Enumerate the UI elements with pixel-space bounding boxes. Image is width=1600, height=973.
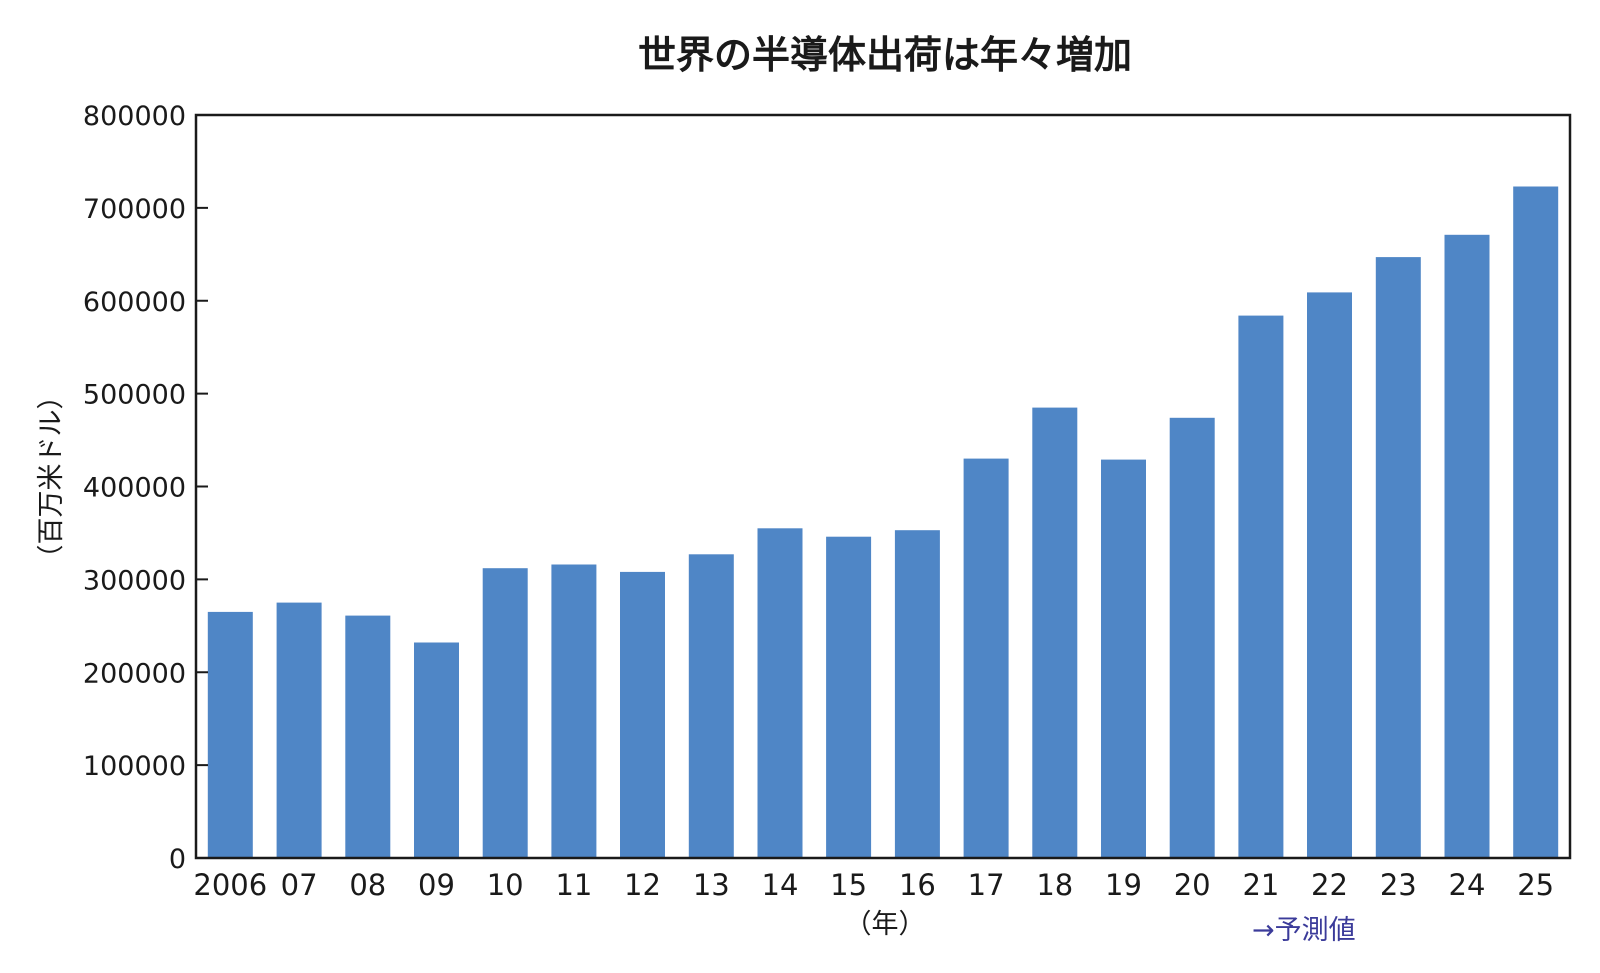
- x-tick-label: 25: [1517, 868, 1554, 902]
- x-tick-label: 19: [1105, 868, 1142, 902]
- x-tick-label: 18: [1036, 868, 1073, 902]
- bar-25: [1513, 186, 1559, 858]
- x-tick-label: 07: [281, 868, 318, 902]
- bar-09: [414, 642, 459, 858]
- bar-13: [688, 554, 734, 858]
- bar-18: [1032, 407, 1078, 858]
- bar-07: [276, 602, 322, 858]
- x-tick-label: 23: [1380, 868, 1417, 902]
- y-tick-label: 100000: [83, 751, 186, 782]
- x-tick-label: 20: [1174, 868, 1211, 902]
- bar-15: [826, 536, 872, 858]
- bar-20: [1169, 417, 1215, 858]
- bar-23: [1375, 257, 1421, 859]
- x-tick-label: 22: [1311, 868, 1348, 902]
- bar-19: [1101, 459, 1146, 858]
- x-tick-label: 21: [1242, 868, 1279, 902]
- y-tick-label: 600000: [83, 287, 186, 318]
- y-tick-label: 200000: [83, 658, 186, 689]
- x-tick-label: 2006: [193, 868, 267, 902]
- bar-14: [757, 528, 803, 858]
- bar-11: [551, 564, 597, 858]
- bar-16: [894, 530, 940, 858]
- x-tick-label: 12: [624, 868, 661, 902]
- bar-17: [963, 458, 1009, 858]
- bar-08: [345, 615, 391, 858]
- x-tick-label: 24: [1449, 868, 1486, 902]
- bar-12: [620, 571, 665, 858]
- y-tick-label: 0: [169, 844, 186, 875]
- x-axis-ticks: 2006 07 08 09 10 11 12 13 14 15 16 17 18 19 20 21 22 23 24…: [193, 868, 1554, 902]
- y-tick-label: 400000: [83, 473, 186, 504]
- y-tick-label: 300000: [83, 565, 186, 596]
- x-axis-label: （年）: [845, 909, 926, 940]
- bar-22: [1307, 292, 1352, 858]
- y-axis-ticks: 0 100000 200000 300000 400000 500000 600000 700…: [83, 101, 208, 875]
- bar-21: [1238, 315, 1284, 859]
- x-tick-label: 16: [899, 868, 936, 902]
- x-tick-label: 17: [968, 868, 1005, 902]
- x-tick-label: 13: [693, 868, 730, 902]
- x-tick-label: 08: [349, 868, 386, 902]
- bar-24: [1444, 234, 1490, 859]
- x-tick-label: 10: [487, 868, 524, 902]
- x-tick-label: 14: [762, 868, 799, 902]
- bar-2006: [207, 611, 253, 858]
- y-tick-label: 500000: [83, 380, 186, 411]
- bar-10: [482, 568, 528, 858]
- forecast-annotation: →予測値: [1252, 915, 1356, 946]
- x-tick-label: 11: [555, 868, 592, 902]
- y-tick-label: 800000: [83, 101, 186, 132]
- y-axis-label: （百万米ドル）: [36, 383, 67, 572]
- plot-area-frame: [194, 113, 1572, 860]
- chart-title: 世界の半導体出荷は年々増加: [638, 33, 1132, 77]
- x-tick-label: 09: [418, 868, 455, 902]
- y-tick-label: 700000: [83, 194, 186, 225]
- x-tick-label: 15: [830, 868, 867, 902]
- bars-layer: [207, 186, 1559, 859]
